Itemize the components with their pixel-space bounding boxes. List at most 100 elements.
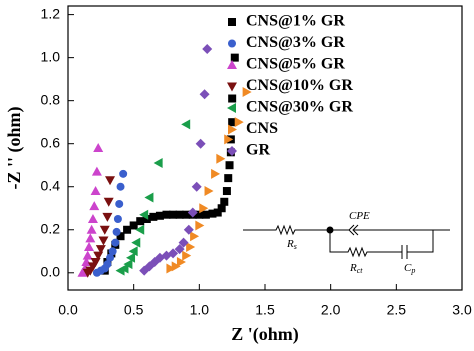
marker-triangle-left [144, 192, 154, 203]
circuit-label-main: C [404, 262, 412, 274]
marker-diamond [199, 89, 210, 100]
marker-triangle-up [87, 214, 98, 223]
marker-triangle-right [204, 186, 214, 197]
marker-triangle-down [98, 236, 109, 246]
marker-triangle-up [227, 60, 237, 69]
marker-triangle-down [95, 245, 106, 255]
circuit-label-main: CPE [349, 210, 370, 222]
marker-triangle-left [139, 209, 149, 220]
y-tick-label: 1.0 [41, 48, 61, 64]
x-tick-label: 0.5 [124, 302, 144, 318]
marker-square [182, 210, 191, 219]
marker-square [155, 211, 164, 220]
marker-square [213, 208, 222, 217]
marker-square [162, 210, 171, 219]
marker-triangle-down [99, 225, 110, 235]
marker-diamond [168, 248, 179, 259]
y-tick-label: 0.4 [41, 177, 61, 193]
marker-square [224, 174, 233, 183]
marker-square [217, 204, 226, 213]
marker-triangle-right [186, 241, 196, 252]
marker-triangle-down [103, 197, 114, 207]
circuit-label: Rs [286, 238, 297, 251]
marker-square [169, 210, 178, 219]
marker-square [142, 215, 151, 223]
marker-circle [116, 182, 125, 191]
marker-square [230, 53, 239, 62]
marker-triangle-right [171, 261, 181, 272]
marker-triangle-right [228, 124, 237, 135]
marker-triangle-up [93, 143, 104, 152]
y-tick-label: 0.6 [41, 134, 61, 150]
marker-triangle-down [227, 82, 237, 92]
marker-square [228, 118, 237, 127]
circuit-diagram [243, 224, 450, 259]
marker-triangle-left [123, 259, 133, 270]
marker-circle [113, 215, 122, 223]
marker-diamond [174, 244, 185, 255]
marker-triangle-left [126, 252, 136, 263]
circuit-cpe [330, 224, 433, 236]
marker-square [220, 197, 229, 206]
marker-triangle-right [224, 134, 234, 145]
legend-label: CNS@3% GR [246, 34, 345, 51]
legend-label: CNS@1% GR [246, 13, 345, 30]
marker-triangle-up [89, 201, 100, 211]
marker-triangle-left [135, 224, 145, 235]
marker-triangle-up [84, 241, 95, 251]
marker-square [195, 210, 204, 219]
legend-label: CNS@30% GR [246, 99, 353, 116]
marker-triangle-down [105, 176, 116, 186]
circuit-label: Rct [349, 262, 363, 275]
y-axis-title: -Z '' (ohm) [4, 106, 25, 189]
marker-circle [106, 253, 115, 262]
marker-triangle-right [195, 220, 205, 231]
marker-square [116, 232, 125, 241]
marker-diamond [191, 181, 202, 192]
circuit-label: CPE [349, 210, 370, 222]
marker-square [228, 18, 236, 26]
marker-triangle-left [119, 263, 129, 274]
marker-triangle-up [91, 166, 102, 176]
marker-diamond [195, 138, 206, 149]
marker-triangle-left [181, 119, 191, 130]
x-tick-label: 1.5 [255, 302, 275, 318]
marker-triangle-right [176, 257, 186, 268]
marker-triangle-left [131, 237, 141, 248]
marker-square [225, 161, 234, 170]
marker-square [222, 187, 231, 196]
marker-square [228, 94, 237, 103]
marker-square [136, 217, 145, 226]
circuit-node [326, 226, 334, 234]
circuit-wires [243, 224, 450, 259]
marker-triangle-left [128, 246, 138, 257]
y-tick-label: 0.0 [41, 263, 61, 279]
marker-triangle-right [242, 87, 252, 98]
x-tick-label: 2.5 [387, 302, 407, 318]
marker-circle [103, 260, 112, 269]
marker-triangle-up [82, 250, 93, 260]
legend-label: CNS@5% GR [246, 56, 345, 73]
legend-label: GR [246, 142, 270, 159]
marker-triangle-left [227, 103, 236, 113]
marker-diamond [183, 224, 194, 235]
y-tick-label: 0.2 [41, 220, 61, 236]
legend-label: CNS [246, 120, 278, 137]
marker-circle [119, 169, 128, 178]
y-tick-label: 0.8 [41, 91, 61, 107]
marker-circle [115, 199, 124, 208]
x-tick-label: 1.0 [190, 302, 210, 318]
legend-label: CNS@10% GR [246, 77, 353, 94]
circuit-label-main: R [349, 262, 357, 274]
marker-square [149, 212, 158, 221]
marker-triangle-up [86, 224, 97, 234]
marker-square [201, 210, 210, 219]
y-tick-label: 1.2 [41, 5, 61, 21]
marker-diamond [187, 207, 198, 218]
marker-diamond [202, 44, 213, 55]
marker-triangle-down [102, 212, 113, 222]
marker-triangle-up [85, 233, 96, 243]
marker-triangle-up [90, 186, 101, 196]
x-axis-title: Z '(ohm) [231, 324, 299, 345]
